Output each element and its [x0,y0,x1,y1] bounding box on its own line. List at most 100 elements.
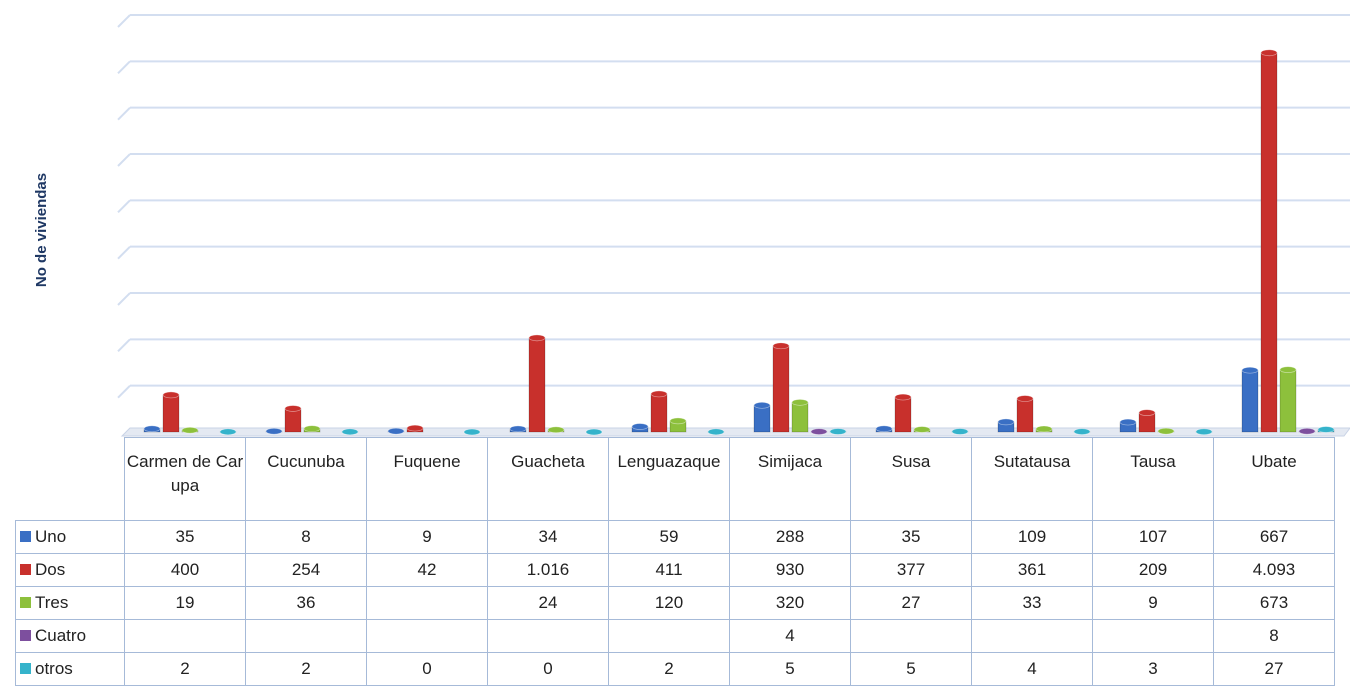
data-label: 400 [124,553,246,587]
x-tick-label: Lenguazaque [608,437,730,521]
bar-cap [1073,428,1091,435]
bar-cap [1035,425,1053,433]
x-tick-label: Guacheta [487,437,609,521]
data-label: 27 [1213,652,1335,686]
data-label: 377 [850,553,972,587]
data-label: 4 [971,652,1093,686]
data-label: 3 [1092,652,1214,686]
grid-depth [117,106,131,121]
bar-cap [463,428,481,436]
bar-cap [1016,395,1034,402]
bar-cap [810,428,828,435]
bar-cap [669,417,687,425]
legend-entry: Uno [15,520,125,554]
series-row: Tres 19 36 24 120 320 27 33 9 673 [15,586,1335,620]
data-label [366,586,488,620]
x-tick-label: Tausa [1092,437,1214,521]
series-row: Uno 35 8 9 34 59 288 35 109 107 667 [15,520,1335,554]
data-label: 4.093 [1213,553,1335,587]
legend-key [20,531,31,542]
data-label: 254 [245,553,367,587]
data-label: 35 [850,520,972,554]
data-label [608,619,730,653]
data-label: 667 [1213,520,1335,554]
data-label: 27 [850,586,972,620]
series-row: otros 2 2 0 0 2 5 5 4 3 27 [15,652,1335,686]
bar-cap [829,428,847,435]
grid-depth [117,14,131,28]
bar-cap [707,428,725,436]
data-label: 8 [245,520,367,554]
bar-cap [1157,427,1175,435]
grid-depth [117,245,131,260]
x-tick-label: Sutatausa [971,437,1093,521]
bar-cap [791,398,809,406]
x-tick-label: Cucunuba [245,437,367,521]
data-label: 2 [245,652,367,686]
bar-cap [1138,409,1156,416]
bar-cap [528,334,546,342]
data-label: 0 [366,652,488,686]
data-label: 120 [608,586,730,620]
bar [528,337,546,433]
data-label: 2 [124,652,246,686]
data-label: 8 [1213,619,1335,653]
data-label: 5 [729,652,851,686]
grid-depth [117,60,131,75]
bar [894,396,912,433]
bar-cap [143,425,161,433]
bar-cap [509,425,527,433]
bar-cap [951,428,969,435]
bar-cap [631,423,649,430]
legend-label: Dos [35,560,66,579]
x-tick-label: Simijaca [729,437,851,521]
bar [791,401,809,433]
header-row: Carmen de Carupa Cucunuba Fuquene Guacheta L… [16,437,1335,521]
bar-cap [913,426,931,433]
bar-cap [1241,366,1259,374]
bar-cap [894,393,912,401]
legend-entry: Cuatro [15,619,125,653]
bar [753,404,771,433]
data-label: 361 [971,553,1093,587]
data-label: 209 [1092,553,1214,587]
data-label: 411 [608,553,730,587]
legend-entry: Dos [15,553,125,587]
bar-cap [1119,418,1137,426]
bar-cap [547,426,565,434]
bar [162,394,180,433]
bar-cap [772,342,790,350]
data-label [487,619,609,653]
bar-cap [585,428,603,436]
x-tick-label: Fuquene [366,437,488,521]
bar-cap [650,390,668,398]
data-label: 673 [1213,586,1335,620]
bar [772,345,790,433]
data-label: 36 [245,586,367,620]
bar [1241,369,1259,433]
x-tick-label: Carmen de Carupa [124,437,246,521]
grid-depth [117,199,131,214]
data-label: 320 [729,586,851,620]
bar-cap [1298,427,1316,435]
legend-key [20,597,31,608]
data-label [124,619,246,653]
bar-cap [1279,366,1297,373]
data-label: 19 [124,586,246,620]
data-label [850,619,972,653]
data-table: Carmen de Carupa Cucunuba Fuquene Guacheta L… [15,437,1335,686]
data-label: 5 [850,652,972,686]
bar-cap [181,426,199,434]
data-label: 42 [366,553,488,587]
x-tick-label: Susa [850,437,972,521]
bar-cap [406,424,424,432]
bar-cap [875,425,893,433]
data-label: 930 [729,553,851,587]
data-label [366,619,488,653]
legend-label: Cuatro [35,626,87,645]
data-label: 1.016 [487,553,609,587]
data-label [971,619,1093,653]
data-label: 9 [1092,586,1214,620]
legend-label: Tres [35,593,69,612]
